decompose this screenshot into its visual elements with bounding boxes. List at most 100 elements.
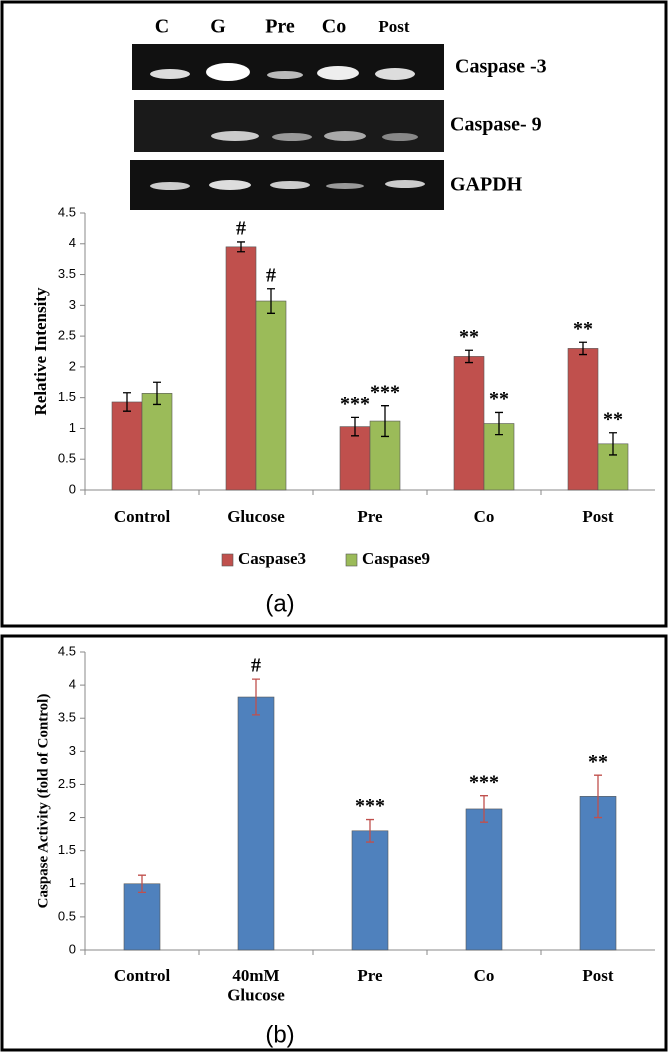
band xyxy=(382,133,418,141)
y-axis-title: Caspase Activity (fold of Control) xyxy=(35,694,51,909)
error-bar xyxy=(267,288,275,314)
y-tick-label: 1 xyxy=(69,420,76,435)
y-tick-label: 2 xyxy=(69,358,76,373)
bar xyxy=(255,300,287,491)
bar xyxy=(351,830,389,951)
error-bar xyxy=(594,774,602,819)
bar xyxy=(225,246,257,491)
error-bar xyxy=(495,411,503,436)
error-bar xyxy=(351,416,359,437)
row-label: GAPDH xyxy=(450,174,523,196)
x-tick-label: Pre xyxy=(357,966,383,985)
x-tick-label: Post xyxy=(582,966,614,985)
band xyxy=(211,131,259,141)
error-bar xyxy=(153,381,161,406)
significance-label: # xyxy=(251,655,261,677)
significance-label: ** xyxy=(603,408,623,430)
panel-caption: (a) xyxy=(265,590,294,617)
x-tick-label: Pre xyxy=(357,507,383,526)
lane-label: Post xyxy=(378,17,410,36)
y-tick-label: 0 xyxy=(69,941,76,956)
band xyxy=(272,133,312,141)
lane-label: G xyxy=(210,16,226,38)
x-tick-label: Co xyxy=(474,966,495,985)
y-tick-label: 2 xyxy=(69,809,76,824)
y-tick-label: 2.5 xyxy=(58,776,76,791)
row-label: Caspase- 9 xyxy=(450,114,542,136)
band xyxy=(267,71,303,79)
blot: C G Pre Co Post Caspase -3 Caspase- 9 GA… xyxy=(130,16,547,210)
y-tick-label: 2.5 xyxy=(58,328,76,343)
band xyxy=(324,131,366,141)
significance-label: ** xyxy=(573,318,593,340)
row-labels: Caspase -3 Caspase- 9 GAPDH xyxy=(450,56,547,196)
bar xyxy=(141,393,173,491)
y-tick-label: 4 xyxy=(69,677,76,692)
legend-swatch xyxy=(345,553,358,567)
lane-labels: C G Pre Co Post xyxy=(155,16,410,38)
significance-label: ** xyxy=(459,326,479,348)
y-tick-label: 3.5 xyxy=(58,266,76,281)
y-axis-title: Relative Intensity xyxy=(31,287,50,415)
panel-caption: (b) xyxy=(265,1021,294,1048)
error-bar xyxy=(579,341,587,356)
error-bar xyxy=(609,432,617,456)
lane-label: Co xyxy=(322,16,346,38)
x-tick-label: Control xyxy=(114,507,171,526)
significance-label: *** xyxy=(370,381,400,403)
significance-label: # xyxy=(266,264,276,286)
y-tick-label: 1 xyxy=(69,875,76,890)
significance-label: *** xyxy=(469,771,499,793)
error-bar xyxy=(381,405,389,438)
legend-label: Caspase9 xyxy=(362,549,430,568)
bar xyxy=(579,796,617,951)
bar xyxy=(339,426,371,491)
blot-strip xyxy=(134,100,444,152)
error-bar xyxy=(480,795,488,823)
panel-a-border xyxy=(0,0,668,628)
y-tick-label: 0.5 xyxy=(58,451,76,466)
error-bar xyxy=(465,349,473,364)
x-tick-label: Post xyxy=(582,507,614,526)
significance-label: ** xyxy=(489,388,509,410)
error-bar xyxy=(123,392,131,412)
significance-label: ** xyxy=(588,751,608,773)
band xyxy=(375,68,415,80)
error-bar xyxy=(366,818,374,843)
bar xyxy=(567,348,599,491)
error-bar xyxy=(252,678,260,716)
significance-label: # xyxy=(236,218,246,240)
lane-label: Pre xyxy=(265,16,295,38)
bar xyxy=(123,883,161,951)
x-tick-label: Control xyxy=(114,966,171,985)
y-tick-label: 1.5 xyxy=(58,389,76,404)
blot-strip xyxy=(132,44,444,90)
error-bar xyxy=(237,241,245,253)
lane-label: C xyxy=(155,16,169,38)
band xyxy=(150,69,190,79)
bar xyxy=(465,808,503,951)
y-tick-label: 4 xyxy=(69,235,76,250)
band xyxy=(317,66,359,80)
bar xyxy=(453,356,485,491)
band xyxy=(150,182,190,190)
band xyxy=(326,183,364,189)
x-tick-label: 40mM Glucose xyxy=(227,966,285,1005)
x-tick-label: Co xyxy=(474,507,495,526)
y-tick-label: 3.5 xyxy=(58,710,76,725)
y-tick-label: 4.5 xyxy=(58,204,76,219)
bar xyxy=(111,401,143,491)
blot-bands xyxy=(150,63,425,190)
y-tick-label: 4.5 xyxy=(58,643,76,658)
significance-label: *** xyxy=(355,795,385,817)
band xyxy=(270,181,310,189)
y-tick-label: 3 xyxy=(69,297,76,312)
x-tick-label: Glucose xyxy=(227,507,285,526)
panel-b-border xyxy=(0,634,668,1052)
significance-label: *** xyxy=(340,393,370,415)
legend-label: Caspase3 xyxy=(238,549,306,568)
band xyxy=(206,63,250,81)
error-bar xyxy=(138,874,146,894)
